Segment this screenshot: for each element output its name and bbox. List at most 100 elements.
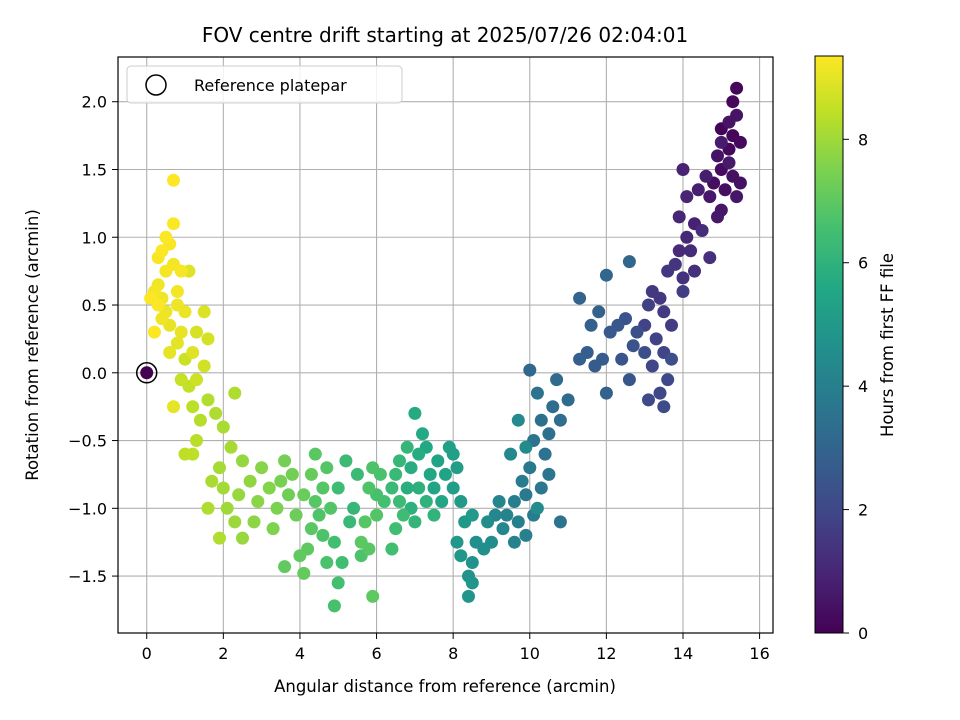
y-tick-label: 1.5	[82, 160, 107, 179]
data-point	[726, 95, 740, 109]
data-point	[393, 495, 406, 508]
data-point	[534, 413, 548, 427]
y-tick-label: 0.0	[82, 364, 107, 383]
colorbar-ticks: 0 2 4 6 8	[843, 130, 868, 643]
colorbar-tick-label: 4	[858, 377, 868, 396]
data-point	[186, 400, 200, 414]
data-point	[454, 495, 468, 508]
data-point	[561, 393, 575, 407]
data-point	[672, 244, 686, 258]
data-point	[553, 515, 567, 529]
data-point	[147, 325, 161, 339]
x-tick-label: 6	[371, 644, 381, 663]
data-point	[465, 576, 479, 590]
data-point	[481, 515, 495, 529]
plot-frame	[117, 56, 774, 634]
data-point	[645, 359, 659, 373]
data-point	[327, 599, 341, 613]
data-point	[500, 508, 514, 522]
data-point	[534, 481, 548, 495]
data-point	[213, 531, 226, 545]
data-point	[530, 501, 544, 515]
data-point	[308, 447, 322, 461]
data-point	[304, 522, 318, 536]
x-tick-label: 4	[295, 644, 305, 663]
data-point	[412, 481, 426, 495]
data-point	[228, 515, 242, 529]
legend-box	[126, 65, 403, 104]
data-point	[201, 501, 215, 515]
y-tick-label: 0.5	[82, 296, 107, 315]
data-point	[190, 434, 203, 447]
colorbar	[814, 55, 844, 634]
data-point	[638, 346, 652, 359]
data-point	[680, 190, 694, 204]
data-point	[350, 467, 364, 481]
data-point	[236, 531, 249, 545]
data-point	[688, 264, 701, 278]
data-point	[408, 515, 422, 529]
data-point	[167, 400, 180, 414]
data-point	[297, 566, 311, 580]
data-point	[316, 481, 330, 495]
data-point	[645, 285, 659, 298]
x-tick-label: 12	[596, 644, 616, 663]
data-point	[657, 400, 671, 414]
x-tick-label: 0	[142, 644, 152, 663]
data-point	[530, 386, 544, 400]
data-point	[274, 474, 288, 488]
data-point	[496, 522, 510, 536]
data-point	[584, 318, 598, 332]
data-point	[282, 488, 295, 502]
data-point	[711, 149, 724, 163]
data-point	[599, 268, 613, 282]
data-point	[515, 474, 529, 488]
data-point	[523, 461, 537, 475]
plot-area	[118, 57, 773, 633]
data-point	[419, 495, 433, 508]
data-point	[722, 156, 736, 170]
x-tick-label: 10	[520, 644, 540, 663]
data-point	[730, 108, 744, 122]
data-point	[404, 461, 418, 475]
data-point	[439, 467, 452, 481]
data-point	[400, 481, 414, 495]
data-point	[389, 522, 403, 536]
data-point	[546, 400, 560, 414]
data-point	[718, 183, 732, 197]
data-point	[174, 373, 188, 387]
data-point	[366, 589, 380, 603]
data-point	[385, 542, 399, 556]
data-point	[672, 210, 686, 224]
data-point	[396, 508, 410, 522]
data-point	[362, 481, 376, 495]
x-tick-label: 16	[749, 644, 769, 663]
x-tick-label: 8	[448, 644, 458, 663]
data-point	[278, 560, 292, 574]
data-point	[711, 210, 724, 224]
data-point	[427, 508, 441, 522]
data-point	[431, 454, 445, 468]
data-point	[435, 495, 449, 508]
data-point	[167, 217, 180, 231]
data-point	[201, 393, 215, 407]
y-tick-label: 1.0	[82, 228, 107, 247]
data-point	[293, 549, 307, 563]
data-point	[327, 535, 341, 549]
data-point	[665, 352, 678, 366]
data-point	[538, 447, 552, 461]
colorbar-tick-label: 6	[858, 254, 868, 273]
data-point	[550, 373, 564, 387]
data-point	[730, 81, 744, 95]
data-point	[412, 447, 426, 461]
data-point	[450, 535, 464, 549]
data-point	[642, 393, 655, 407]
data-point	[320, 556, 334, 569]
data-point	[247, 515, 261, 529]
x-axis-ticks: 0 2 4 6 8 10 12 14 16	[142, 633, 770, 663]
x-tick-label: 14	[673, 644, 693, 663]
data-point	[243, 474, 257, 488]
data-point	[174, 325, 188, 339]
data-point	[186, 346, 200, 359]
data-point	[262, 481, 276, 495]
